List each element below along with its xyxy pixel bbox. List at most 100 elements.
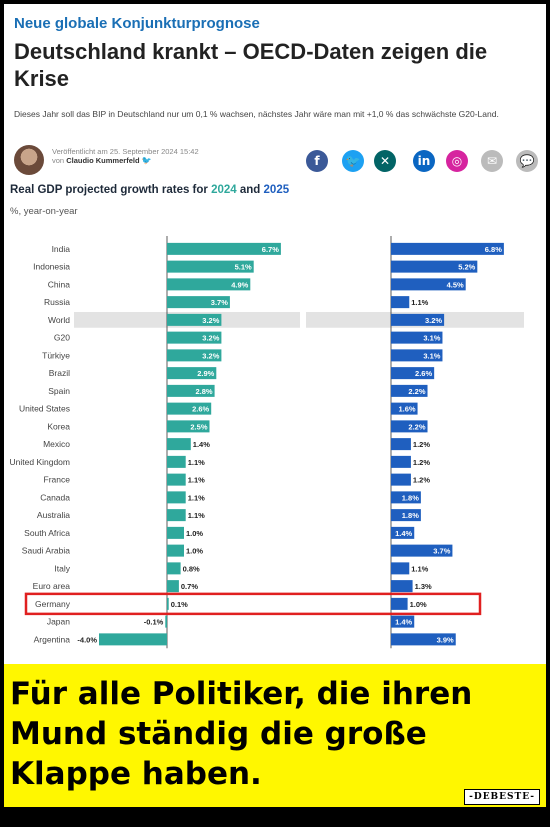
value-label-2024: 4.9%	[231, 280, 248, 289]
value-label-2024: 5.1%	[235, 263, 252, 272]
bar-2024	[167, 491, 186, 504]
bar-2025	[391, 473, 411, 486]
facebook-icon[interactable]: f	[306, 150, 328, 172]
page-frame: Neue globale Konjunkturprognose Deutschl…	[4, 4, 546, 807]
category-label: India	[52, 244, 71, 254]
bar-2024	[167, 331, 222, 344]
chart-title-year-2025: 2025	[263, 184, 290, 196]
author-byline: von Claudio Kummerfeld 🐦	[52, 156, 152, 165]
chart-title-prefix: Real GDP projected growth rates for	[10, 184, 212, 196]
bar-2024	[167, 242, 281, 255]
value-label-2024: 0.7%	[181, 582, 198, 591]
facebook-glyph: f	[314, 154, 320, 168]
value-label-2024: -0.1%	[144, 618, 164, 627]
category-label: United States	[19, 404, 70, 414]
category-label: Japan	[47, 617, 70, 627]
value-label-2025: 3.2%	[425, 316, 442, 325]
bar-2025	[391, 402, 418, 415]
caption-banner: Für alle Politiker, die ihren Mund ständ…	[4, 664, 546, 807]
bar-2025	[391, 455, 411, 468]
bar-2024	[167, 580, 179, 593]
value-label-2024: -4.0%	[77, 635, 97, 644]
value-label-2025: 2.6%	[415, 369, 432, 378]
value-label-2025: 3.7%	[433, 547, 450, 556]
value-label-2025: 1.3%	[415, 582, 432, 591]
value-label-2024: 0.8%	[183, 564, 200, 573]
email-icon[interactable]: ✉	[481, 150, 503, 172]
category-label: Euro area	[33, 581, 71, 591]
email-glyph: ✉	[486, 154, 498, 168]
byline-prefix: von	[52, 156, 65, 165]
category-label: Argentina	[34, 634, 71, 644]
category-label: South Africa	[24, 528, 70, 538]
bar-2025	[391, 331, 443, 344]
linkedin-glyph: in	[417, 154, 431, 168]
chart-title-and: and	[236, 184, 264, 196]
xing-icon[interactable]: ✕	[374, 150, 396, 172]
twitter-glyph: 🐦	[345, 154, 361, 168]
value-label-2025: 1.2%	[413, 440, 430, 449]
value-label-2024: 3.7%	[211, 298, 228, 307]
value-label-2025: 6.8%	[485, 245, 502, 254]
instagram-glyph: ◎	[451, 154, 463, 168]
chart-subtitle: %, year-on-year	[10, 206, 78, 217]
bar-2025	[391, 278, 466, 291]
bar-2024	[167, 473, 186, 486]
value-label-2024: 1.1%	[188, 511, 205, 520]
watermark-logo: -DEBESTE-	[464, 789, 540, 805]
twitter-bird-icon[interactable]: 🐦	[141, 156, 152, 165]
comment-glyph: 💬	[519, 154, 535, 168]
bar-2025	[391, 367, 435, 380]
instagram-icon[interactable]: ◎	[446, 150, 468, 172]
bar-2024	[167, 349, 222, 362]
bar-2024	[167, 278, 251, 291]
value-label-2024: 3.2%	[202, 316, 219, 325]
category-label: United Kingdom	[10, 457, 70, 467]
bar-2024	[167, 420, 210, 433]
bar-2025	[391, 633, 456, 646]
bar-2024	[167, 402, 212, 415]
value-label-2025: 2.2%	[408, 387, 425, 396]
value-label-2024: 3.2%	[202, 351, 219, 360]
comment-icon[interactable]: 💬	[516, 150, 538, 172]
value-label-2025: 4.5%	[447, 280, 464, 289]
value-label-2025: 5.2%	[458, 263, 475, 272]
bar-2025	[391, 242, 504, 255]
bar-2024	[167, 296, 230, 309]
linkedin-icon[interactable]: in	[413, 150, 435, 172]
article-headline[interactable]: Deutschland krankt – OECD-Daten zeigen d…	[14, 39, 488, 91]
value-label-2025: 1.4%	[395, 618, 412, 627]
value-label-2024: 1.1%	[188, 458, 205, 467]
bar-2025	[391, 260, 478, 273]
chart-title: Real GDP projected growth rates for 2024…	[10, 184, 289, 196]
value-label-2025: 1.4%	[395, 529, 412, 538]
bar-2025	[391, 544, 453, 557]
value-label-2025: 2.2%	[408, 422, 425, 431]
bar-2024	[165, 615, 167, 628]
value-label-2025: 3.9%	[437, 635, 454, 644]
chart-svg: India 6.7% 6.8% Indonesia 5.1% 5.2% China 4.9% 4…	[10, 236, 524, 649]
author-name[interactable]: Claudio Kummerfeld	[66, 156, 140, 165]
category-label: Mexico	[43, 439, 70, 449]
bar-2024	[167, 260, 254, 273]
bar-2025	[391, 509, 421, 522]
category-label: China	[48, 279, 70, 289]
bar-2025	[391, 526, 415, 539]
bar-2024	[167, 438, 191, 451]
value-label-2024: 0.1%	[171, 600, 188, 609]
value-label-2024: 1.1%	[188, 493, 205, 502]
category-label: Canada	[40, 492, 70, 502]
bar-2024	[167, 562, 181, 575]
value-label-2025: 1.6%	[398, 405, 415, 414]
gdp-chart: Real GDP projected growth rates for 2024…	[4, 180, 546, 668]
twitter-icon[interactable]: 🐦	[342, 150, 364, 172]
bar-2025	[391, 615, 415, 628]
bar-2025	[391, 420, 428, 433]
value-label-2025: 1.1%	[411, 298, 428, 307]
value-label-2024: 1.1%	[188, 476, 205, 485]
bar-2024	[167, 455, 186, 468]
value-label-2025: 1.0%	[410, 600, 427, 609]
category-label: World	[48, 315, 70, 325]
value-label-2025: 1.8%	[402, 493, 419, 502]
value-label-2025: 1.8%	[402, 511, 419, 520]
